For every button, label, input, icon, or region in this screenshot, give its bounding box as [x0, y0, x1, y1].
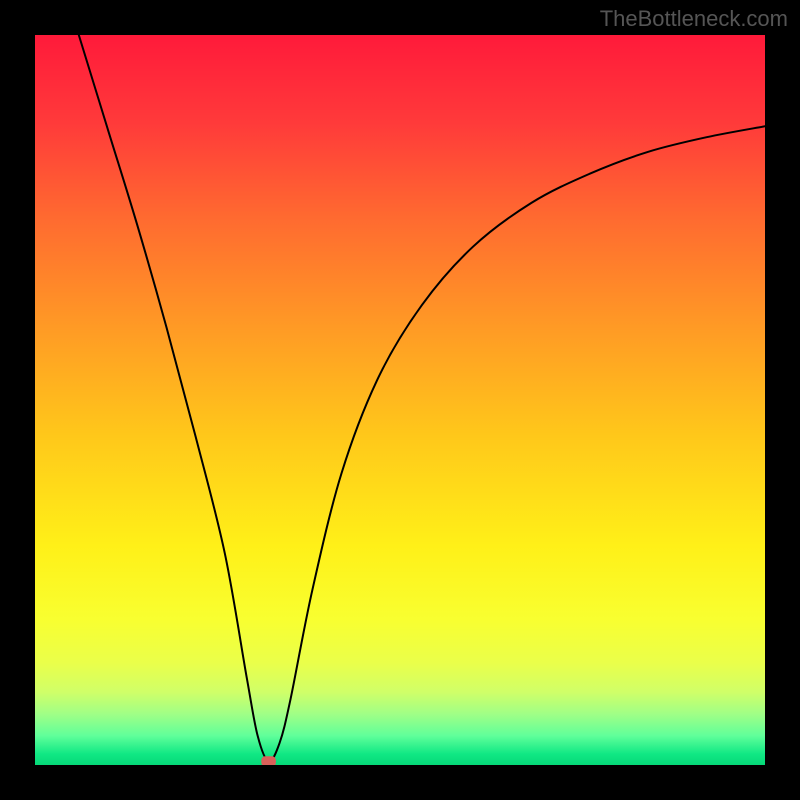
watermark-text: TheBottleneck.com [600, 6, 788, 32]
bottleneck-curve [79, 35, 765, 761]
curve-overlay [35, 35, 765, 765]
plot-area [35, 35, 765, 765]
minimum-marker [261, 756, 276, 765]
chart-container: { "watermark": { "text": "TheBottleneck.… [0, 0, 800, 800]
